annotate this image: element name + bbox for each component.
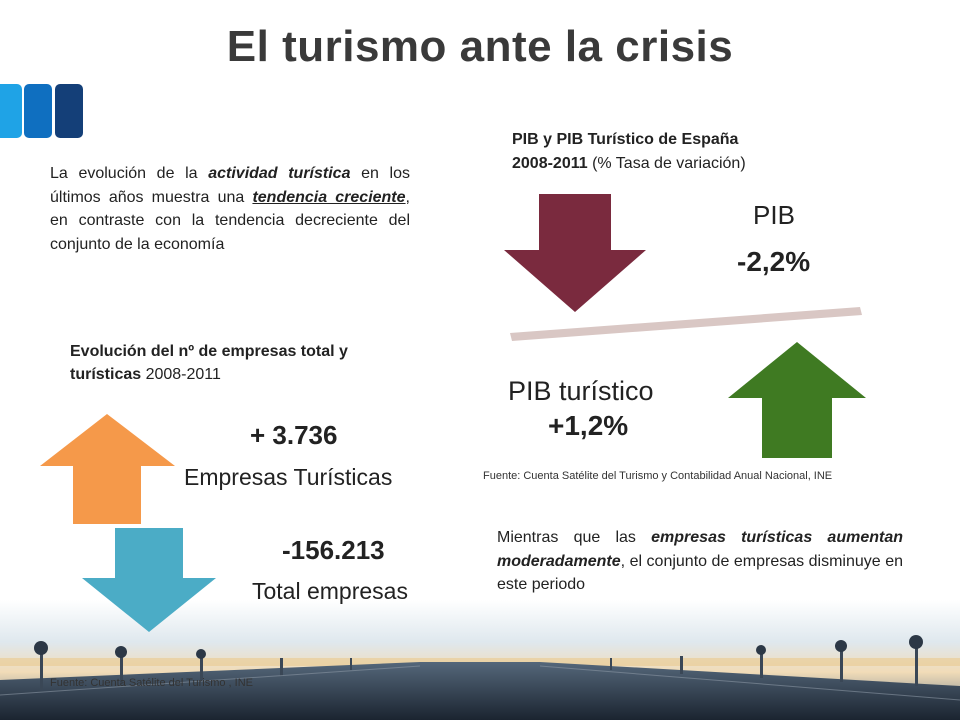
turisticas-label: Empresas Turísticas: [184, 464, 393, 490]
down-arrow-icon: [82, 528, 216, 632]
page-title: El turismo ante la crisis: [226, 22, 734, 71]
empresas-chart-title: Evolución del nº de empresas total y tur…: [70, 343, 348, 383]
divider-line: [510, 307, 862, 341]
up-arrow-icon: [728, 342, 866, 458]
up-arrow-icon: [40, 414, 175, 524]
conclusion-paragraph: Mientras que las empresas turísticas aum…: [497, 529, 903, 593]
pib-value: -2,2%: [737, 246, 811, 277]
pib-chart-title: PIB y PIB Turístico de España 2008-2011 (…: [512, 131, 746, 172]
empresas-source: Fuente: Cuenta Satélite del Turismo , IN…: [50, 677, 253, 689]
intro-paragraph: La evolución de la actividad turística e…: [50, 165, 411, 253]
total-label: Total empresas: [252, 578, 408, 604]
decorative-tile: [0, 84, 22, 138]
pier-background-image: [0, 600, 960, 720]
pib-turistico-value: +1,2%: [548, 410, 629, 441]
total-value: -156.213: [282, 535, 385, 565]
pib-label: PIB: [753, 200, 795, 230]
pib-source: Fuente: Cuenta Satélite del Turismo y Co…: [483, 470, 833, 482]
down-arrow-icon: [504, 194, 646, 312]
decorative-tile: [55, 84, 83, 138]
turisticas-value: + 3.736: [250, 420, 338, 450]
decorative-tile: [24, 84, 52, 138]
pib-turistico-label: PIB turístico: [508, 376, 654, 406]
